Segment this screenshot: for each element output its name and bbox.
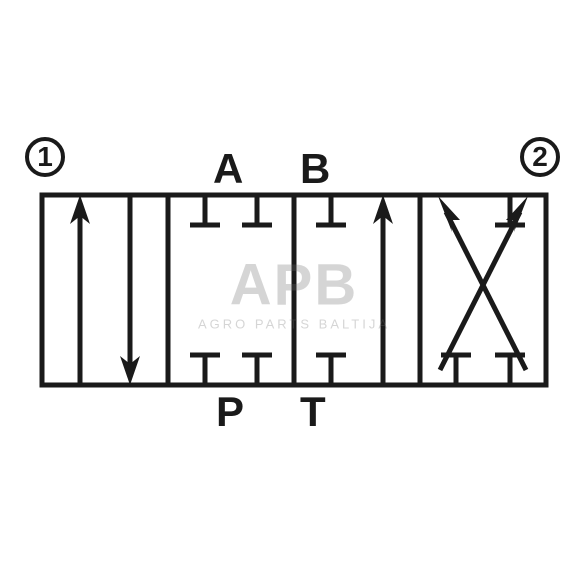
- valve-schematic-svg: [0, 0, 588, 588]
- cell4-cross-2: [446, 212, 526, 370]
- port-b-label: B: [300, 145, 330, 193]
- port-t-label: T: [300, 388, 326, 436]
- position-2-marker: 2: [520, 137, 560, 177]
- cell4-cross-1: [440, 212, 520, 370]
- port-a-label: A: [213, 145, 243, 193]
- hydraulic-valve-diagram: APB AGRO PARTS BALTIJA: [0, 0, 588, 588]
- cell4-arrow-2: [438, 196, 460, 232]
- position-2-label: 2: [532, 141, 548, 173]
- port-p-label: P: [216, 388, 244, 436]
- position-1-marker: 1: [25, 137, 65, 177]
- position-1-label: 1: [37, 141, 53, 173]
